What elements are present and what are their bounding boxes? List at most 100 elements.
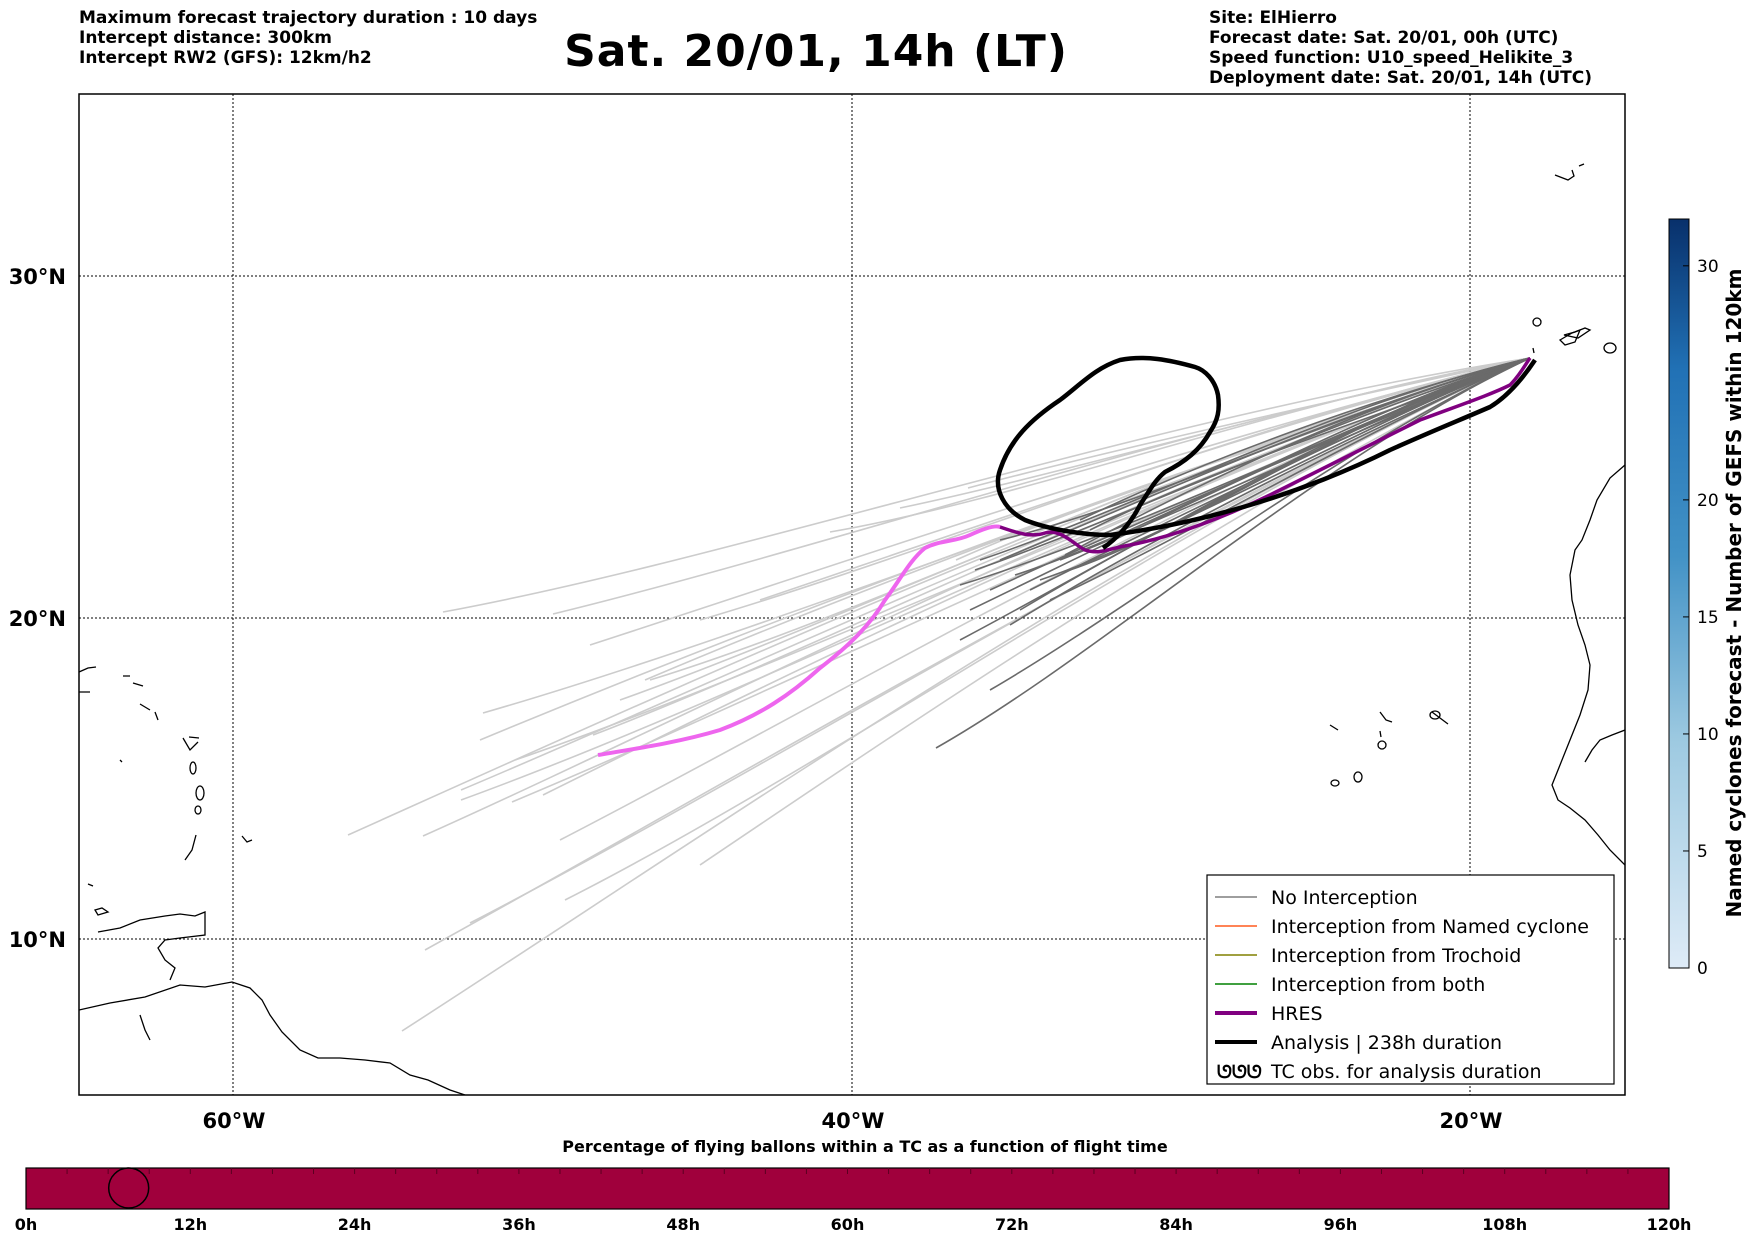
header-deployment-date: Deployment date: Sat. 20/01, 14h (UTC) xyxy=(1209,68,1593,88)
legend-label-2: Interception from Named cyclone xyxy=(1271,916,1589,938)
island-grenadines xyxy=(184,834,197,861)
hres-trajectory-early xyxy=(597,524,1001,757)
legend-item-1: No Interception xyxy=(1215,887,1418,909)
timebar-tc-marker xyxy=(107,1167,150,1209)
colorbar-tick-label-5: 5 xyxy=(1697,842,1708,862)
lat-label-30n: 30°N xyxy=(9,265,66,289)
colorbar-label: Named cyclones forecast - Number of GEFS… xyxy=(1722,269,1746,918)
light-trajectory-18 xyxy=(967,357,1531,489)
island-cape-verde-2 xyxy=(1429,710,1441,720)
light-trajectory-17 xyxy=(899,357,1531,509)
light-trajectory-22 xyxy=(759,357,1531,601)
island-antilles-2 xyxy=(123,675,159,721)
lon-label-20w: 20°W xyxy=(1440,1109,1503,1133)
header-speed-function: Speed function: U10_speed_Helikite_3 xyxy=(1209,48,1574,68)
islands xyxy=(79,163,1617,1041)
legend-label-6: Analysis | 238h duration xyxy=(1271,1032,1502,1054)
island-misc xyxy=(87,759,123,887)
lat-label-20n: 20°N xyxy=(9,607,66,631)
lon-label-60w: 60°W xyxy=(203,1109,266,1133)
timebar-title: Percentage of flying ballons within a TC… xyxy=(562,1137,1168,1156)
legend-label-5: HRES xyxy=(1271,1003,1323,1025)
light-trajectory-12 xyxy=(564,357,1531,901)
legend-item-4: Interception from both xyxy=(1215,974,1485,996)
header-site: Site: ElHierro xyxy=(1209,8,1337,28)
legend-item-6: Analysis | 238h duration xyxy=(1215,1032,1502,1054)
island-orinoco xyxy=(139,1014,151,1041)
island-cape-verde-6 xyxy=(1330,779,1340,787)
timebar-tick-60h: 60h xyxy=(831,1215,865,1234)
island-martinique xyxy=(189,761,197,775)
legend-label-7: TC obs. for analysis duration xyxy=(1270,1061,1542,1083)
lon-label-40w: 40°W xyxy=(822,1109,885,1133)
header-right: Site: ElHierro Forecast date: Sat. 20/01… xyxy=(1209,8,1592,88)
dark-trajectory-4 xyxy=(959,357,1531,586)
header-intercept-distance: Intercept distance: 300km xyxy=(79,28,332,48)
legend-item-7: ᘎᘎᘎ TC obs. for analysis duration xyxy=(1217,1061,1542,1083)
legend-item-2: Interception from Named cyclone xyxy=(1215,916,1589,938)
dark-trajectories xyxy=(935,357,1531,749)
island-canary-2 xyxy=(1558,328,1582,346)
colorbar: 0 5 10 15 20 30 Named cyclones forecast - Num… xyxy=(1668,218,1746,979)
colorbar-gradient xyxy=(1668,218,1690,969)
timebar-tick-72h: 72h xyxy=(995,1215,1029,1234)
timebar-tick-120h: 120h xyxy=(1647,1215,1692,1234)
island-canary-1 xyxy=(1532,317,1542,327)
island-cape-verde-4 xyxy=(1377,740,1387,750)
dark-trajectory-20 xyxy=(1069,357,1531,571)
legend-item-3: Interception from Trochoid xyxy=(1215,945,1521,967)
island-cape-verde-8 xyxy=(1379,730,1382,738)
timebar-tick-48h: 48h xyxy=(666,1215,700,1234)
legend-label-3: Interception from Trochoid xyxy=(1271,945,1521,967)
lat-label-10n: 10°N xyxy=(9,928,66,952)
island-tobago xyxy=(94,907,110,916)
island-cape-verde-7 xyxy=(1329,724,1339,731)
coastlines xyxy=(79,464,1625,1095)
header-intercept-rw2: Intercept RW2 (GFS): 12km/h2 xyxy=(79,48,372,68)
island-barbados xyxy=(241,835,253,843)
africa-coast xyxy=(1551,464,1625,866)
light-trajectory-27 xyxy=(699,357,1531,866)
light-trajectory-0 xyxy=(442,357,1531,613)
colorbar-tick-label-20: 20 xyxy=(1697,491,1719,511)
trinidad-venezuela-coast xyxy=(97,911,206,981)
timebar-tick-0h: 0h xyxy=(15,1215,38,1234)
south-america-coast xyxy=(79,981,466,1095)
island-cape-verde-5 xyxy=(1353,771,1363,783)
island-canary-3 xyxy=(1603,342,1617,354)
dark-trajectory-0 xyxy=(935,357,1531,749)
colorbar-tick-label-30: 30 xyxy=(1697,257,1719,277)
light-trajectory-13 xyxy=(469,357,1531,924)
header-forecast-date: Forecast date: Sat. 20/01, 00h (UTC) xyxy=(1209,28,1559,48)
light-trajectory-21 xyxy=(699,357,1531,621)
colorbar-tick-label-0: 0 xyxy=(1697,959,1708,979)
island-cape-verde-1 xyxy=(1431,711,1449,725)
page-title: Sat. 20/01, 14h (LT) xyxy=(0,26,1752,77)
legend: No Interception Interception from Named c… xyxy=(1206,874,1615,1085)
timebar-tick-12h: 12h xyxy=(173,1215,207,1234)
time-bar: Percentage of flying ballons within a TC… xyxy=(15,1137,1692,1234)
analysis-trajectory xyxy=(995,355,1537,550)
header-left: Maximum forecast trajectory duration : 1… xyxy=(79,8,537,68)
island-antilles-1 xyxy=(79,666,97,693)
island-st-lucia xyxy=(195,785,205,801)
dark-trajectory-13 xyxy=(1049,357,1531,601)
island-st-vincent xyxy=(194,805,202,815)
legend-item-5: HRES xyxy=(1215,1003,1323,1025)
timebar-tick-108h: 108h xyxy=(1482,1215,1527,1234)
colorbar-tick-label-15: 15 xyxy=(1697,608,1719,628)
timebar-tick-24h: 24h xyxy=(338,1215,372,1234)
page-title-text: Sat. 20/01, 14h (LT) xyxy=(564,26,1068,77)
africa-coast-2 xyxy=(1584,729,1625,763)
map-frame xyxy=(78,93,1626,1096)
legend-label-4: Interception from both xyxy=(1271,974,1485,996)
dark-trajectory-11 xyxy=(1079,357,1531,521)
dark-trajectory-18 xyxy=(1029,357,1531,591)
colorbar-tick-label-10: 10 xyxy=(1697,725,1719,745)
island-madeira xyxy=(1554,169,1575,181)
legend-box xyxy=(1206,874,1615,1085)
header-duration: Maximum forecast trajectory duration : 1… xyxy=(79,8,538,28)
island-el-hierro xyxy=(1532,347,1535,354)
legend-symbol-tc: ᘎᘎᘎ xyxy=(1217,1062,1262,1083)
